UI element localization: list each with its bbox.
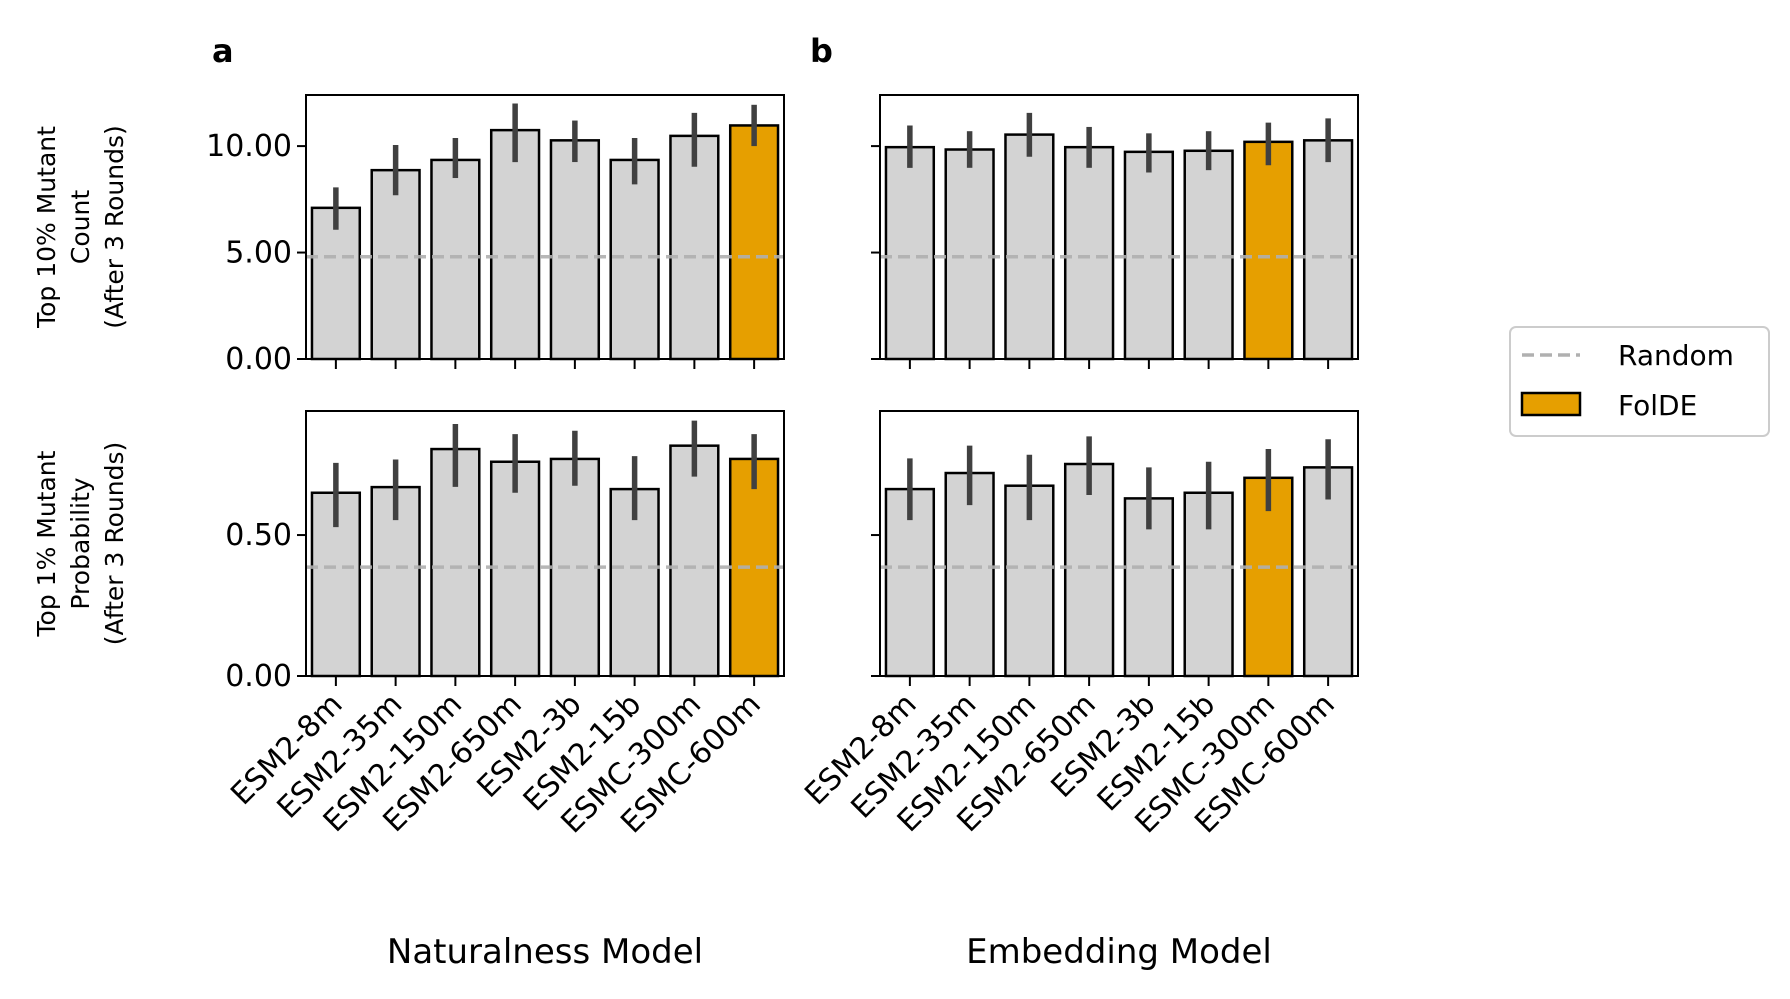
legend-folde-swatch (1520, 391, 1582, 417)
plot-b-top (871, 94, 1359, 369)
legend: Random FolDE (1509, 326, 1770, 437)
y-axis-label: Top 1% Mutant (32, 450, 61, 637)
axes-frame (305, 410, 785, 677)
axes-frame (305, 94, 785, 360)
bar (310, 206, 362, 361)
plot-b-bottom: ESM2-8mESM2-35mESM2-150mESM2-650mESM2-3b… (798, 410, 1359, 972)
bar (1063, 145, 1115, 361)
y-tick-label: 0.50 (225, 518, 292, 553)
y-axis-label: Count (66, 190, 95, 264)
legend-folde-label: FolDE (1618, 389, 1697, 422)
bar (489, 128, 541, 361)
y-axis-label: (After 3 Rounds) (100, 125, 129, 328)
bar (370, 168, 421, 361)
legend-random-label: Random (1618, 339, 1734, 372)
bar (728, 457, 780, 678)
bar (1243, 140, 1294, 361)
bar (1004, 484, 1055, 678)
axes-frame (879, 94, 1359, 360)
bar (430, 158, 481, 361)
bar (549, 139, 601, 361)
bar (1063, 462, 1115, 678)
bar (669, 444, 720, 678)
bar (1302, 139, 1354, 361)
bar (1004, 133, 1055, 361)
y-tick-label: 0.00 (225, 342, 292, 377)
y-tick-label: 0.00 (225, 659, 292, 694)
bar (728, 124, 780, 361)
bar (884, 145, 936, 361)
y-tick-label: 10.00 (206, 129, 292, 164)
bar (944, 148, 995, 361)
bar (669, 134, 720, 361)
plot-a-top: 0.00 5.00 10.00 Top 10% Mutant Count (After 3… (32, 94, 785, 377)
bar (1183, 149, 1234, 361)
y-tick-label: 5.00 (225, 236, 292, 271)
axes-frame (879, 410, 1359, 677)
y-axis-label: Top 10% Mutant (32, 126, 61, 329)
y-axis-label: Probability (66, 477, 95, 609)
x-axis-label: Naturalness Model (387, 932, 703, 972)
y-axis-label: (After 3 Rounds) (100, 442, 129, 645)
bar (609, 158, 660, 361)
plot-a-bottom: 0.000.50ESM2-8mESM2-35mESM2-150mESM2-650… (32, 410, 785, 972)
panel-label-a: a (212, 32, 234, 70)
x-axis-label: Embedding Model (966, 932, 1272, 972)
panel-label-b: b (810, 32, 833, 70)
